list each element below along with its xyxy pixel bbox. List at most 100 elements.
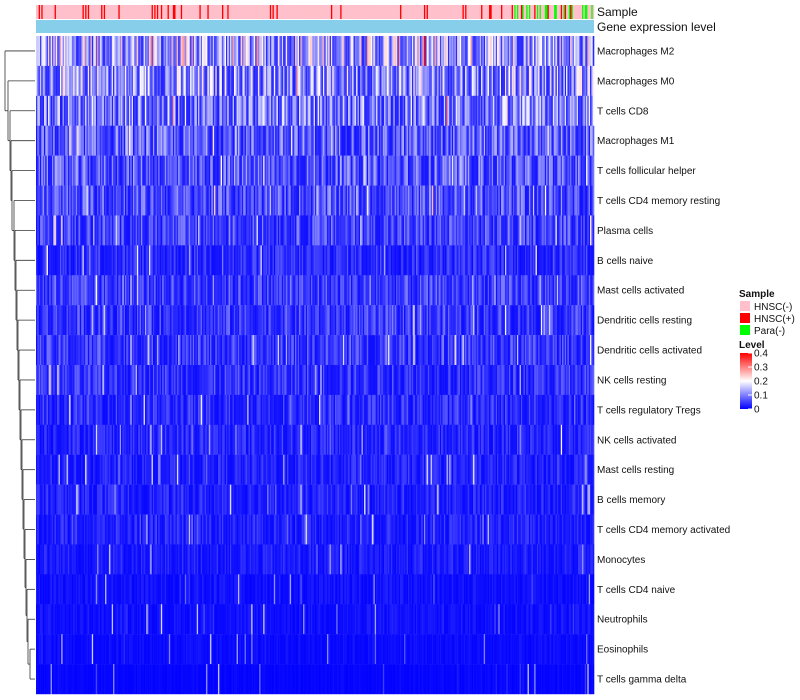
sample-annotation-cell <box>171 5 174 19</box>
heatmap-cell <box>350 65 353 97</box>
sample-annotation-cell <box>372 5 374 19</box>
heatmap-cell <box>235 95 237 126</box>
sample-annotation-cell <box>106 5 109 19</box>
heatmap-cell <box>489 36 491 67</box>
heatmap-cell <box>126 65 128 97</box>
heatmap-cell <box>453 36 455 67</box>
heatmap-cell <box>470 95 473 126</box>
heatmap-cell <box>146 125 148 156</box>
sample-annotation-cell <box>514 5 516 19</box>
heatmap-cell <box>241 65 244 97</box>
sample-annotation-cell <box>540 5 543 19</box>
heatmap-cell <box>528 65 531 97</box>
heatmap-cell <box>140 125 143 156</box>
heatmap-cell <box>115 65 118 97</box>
heatmap-cell <box>69 65 71 97</box>
heatmap-row <box>36 275 595 306</box>
sample-annotation-cell <box>555 5 558 19</box>
heatmap-cell <box>202 65 204 97</box>
heatmap-cell <box>422 36 425 67</box>
sample-annotation-cell <box>130 5 132 19</box>
heatmap-cell <box>233 36 236 67</box>
sample-annotation-cell <box>590 5 592 19</box>
heatmap-cell <box>333 65 336 97</box>
heatmap-cell <box>328 95 330 126</box>
sample-annotation-cell <box>481 5 483 19</box>
heatmap-cell <box>469 65 471 97</box>
gene-expression-annotation-cell <box>36 20 594 33</box>
sample-annotation-cell <box>90 5 93 19</box>
heatmap-cell <box>394 95 397 126</box>
heatmap-cell <box>535 36 538 67</box>
heatmap-cell <box>502 95 504 126</box>
sample-annotation-cell <box>78 5 81 19</box>
heatmap-cell <box>168 95 171 126</box>
heatmap-cell <box>493 65 495 97</box>
heatmap-cell <box>180 65 183 97</box>
heatmap-cell <box>236 65 239 97</box>
heatmap-cell <box>65 95 67 126</box>
sample-annotation-cell <box>85 5 87 19</box>
heatmap-cell <box>473 65 475 97</box>
heatmap-cell <box>417 36 419 67</box>
heatmap-cell <box>539 36 542 67</box>
heatmap-cell <box>93 36 95 67</box>
heatmap-cell <box>121 36 123 67</box>
heatmap-cell <box>271 95 273 126</box>
sample-annotation-cell <box>139 5 142 19</box>
heatmap-cell <box>194 65 196 97</box>
sample-annotation-cell <box>406 5 409 19</box>
heatmap-cell <box>267 36 269 67</box>
heatmap-cell <box>91 125 94 156</box>
heatmap-cell <box>389 65 392 97</box>
heatmap-cell <box>263 65 265 97</box>
sample-annotation-cell <box>317 5 320 19</box>
heatmap-cell <box>99 125 102 156</box>
heatmap-cell <box>113 95 115 126</box>
heatmap-cell <box>441 95 443 126</box>
heatmap-cell <box>370 95 373 126</box>
sample-annotation-cell <box>560 5 563 19</box>
heatmap-cell <box>211 36 213 67</box>
heatmap-cell <box>336 36 338 67</box>
heatmap-cell <box>86 95 89 126</box>
heatmap-cell <box>459 36 462 67</box>
heatmap-cell <box>295 95 297 126</box>
heatmap-cell <box>229 36 232 67</box>
heatmap-cell <box>182 95 184 126</box>
heatmap-cell <box>446 95 449 126</box>
heatmap-cell <box>478 36 481 67</box>
heatmap-cell <box>257 65 260 97</box>
heatmap-cell <box>463 95 466 126</box>
sample-annotation-cell <box>519 5 522 19</box>
sample-annotation-cell <box>334 5 337 19</box>
heatmap-cell <box>229 95 232 126</box>
heatmap-cell <box>176 36 179 67</box>
heatmap-cell <box>301 36 304 67</box>
heatmap-cell <box>296 65 299 97</box>
sample-annotation-cell <box>118 5 120 19</box>
heatmap-cell <box>449 95 451 126</box>
sample-annotation-cell <box>212 5 215 19</box>
sample-annotation-cell <box>473 5 475 19</box>
heatmap-cell <box>119 95 122 126</box>
sample-annotation-cell <box>94 5 97 19</box>
sample-annotation-cell <box>235 5 237 19</box>
heatmap-cell <box>360 36 362 67</box>
heatmap-cell <box>117 36 119 67</box>
heatmap-cell <box>372 95 374 126</box>
heatmap-cell <box>350 95 353 126</box>
heatmap-cell <box>491 95 494 126</box>
heatmap-cell <box>172 65 175 97</box>
heatmap-cell <box>132 125 135 156</box>
heatmap-cell <box>43 125 46 156</box>
heatmap-cell <box>461 95 463 126</box>
heatmap-cell <box>305 95 308 126</box>
heatmap-cell <box>275 65 277 97</box>
sample-annotation-cell <box>111 5 114 19</box>
heatmap-cell <box>66 125 69 156</box>
heatmap-cell <box>135 65 138 97</box>
heatmap-cell <box>454 65 457 97</box>
sample-annotation-cell <box>348 5 350 19</box>
heatmap-cell <box>474 36 477 67</box>
